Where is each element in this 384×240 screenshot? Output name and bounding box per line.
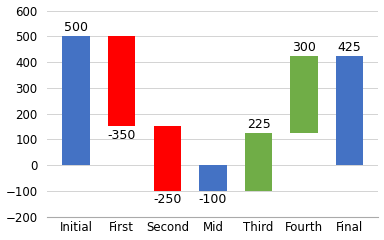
Text: 225: 225: [247, 118, 270, 131]
Text: 500: 500: [64, 21, 88, 34]
Bar: [245, 133, 272, 191]
Text: -350: -350: [108, 128, 136, 142]
Text: -250: -250: [153, 193, 182, 206]
Bar: [63, 36, 90, 165]
Text: 425: 425: [338, 41, 362, 54]
Bar: [199, 165, 227, 191]
Bar: [108, 36, 136, 126]
Text: 300: 300: [292, 41, 316, 54]
Text: -100: -100: [199, 193, 227, 206]
Bar: [336, 56, 363, 165]
Bar: [290, 56, 318, 133]
Bar: [154, 126, 181, 191]
